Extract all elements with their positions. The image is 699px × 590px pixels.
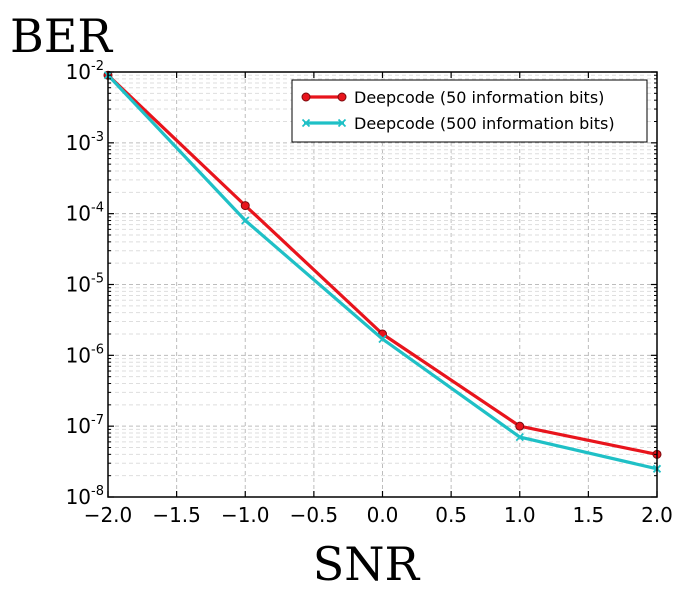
legend-marker [301,118,311,128]
y-tick-label: 10-5 [66,272,104,297]
legend-label: Deepcode (50 information bits) [354,88,604,107]
series-2-point [378,334,387,344]
legend-marker [337,92,347,102]
y-axis-title: BER [10,9,113,63]
y-tick-label: 10-8 [66,484,104,509]
series-2-point [241,216,250,225]
y-tick-label: 10-6 [66,342,104,367]
x-tick-label: 2.0 [641,503,673,527]
y-tick-label: 10-3 [66,130,104,155]
legend-marker [337,118,347,128]
legend-label: Deepcode (500 information bits) [354,114,615,133]
x-axis-title: SNR [313,537,421,590]
legend-box [291,79,648,143]
legend-marker [301,92,311,102]
series-2-point [515,433,524,442]
series-1-point [240,201,250,211]
legend: Deepcode (50 information bits) Deepcode (… [291,79,648,143]
y-tick-label: 10-7 [66,413,104,438]
x-tick-label: −0.5 [290,503,339,527]
x-tick-label: 1.0 [504,503,536,527]
series-1-point [515,421,525,431]
x-tick-label: −1.0 [221,503,270,527]
x-tick-label: 0.0 [367,503,399,527]
y-tick-label: 10-2 [66,59,104,84]
x-tick-label: −1.5 [152,503,201,527]
x-tick-label: −2.0 [84,503,133,527]
x-tick-label: 1.5 [572,503,604,527]
ticks-layer: −2.0 −1.5 −1.0 −0.5 0.0 0.5 1.0 1.5 2.0 10-2 10-3 1… [66,59,673,527]
x-tick-label: 0.5 [435,503,467,527]
y-tick-label: 10-4 [66,201,104,226]
